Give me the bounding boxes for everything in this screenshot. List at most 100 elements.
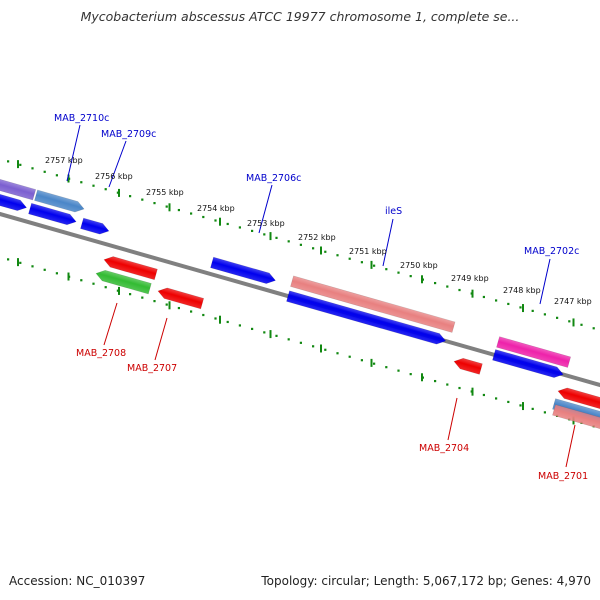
gene-label-reverse[interactable]: MAB_2701 [538, 471, 588, 482]
gene-label-forward[interactable]: MAB_2702c [524, 246, 579, 257]
upper-track-dot [202, 215, 205, 219]
gene-leader-line [447, 397, 458, 441]
lower-track-dot [458, 386, 461, 390]
lower-track-dot [177, 306, 180, 310]
cds-arrow[interactable] [556, 386, 600, 411]
upper-track-dot [104, 188, 107, 191]
lower-track-dot [31, 265, 34, 268]
upper-track-dot [141, 198, 144, 201]
upper-track-dot [312, 247, 315, 250]
gene-label-reverse[interactable]: MAB_2707 [127, 363, 177, 374]
lower-track-dot [543, 411, 546, 414]
gene-leader-line [258, 184, 273, 234]
gene-label-reverse[interactable]: MAB_2704 [419, 443, 469, 454]
upper-track-dot [592, 327, 595, 330]
lower-track-dot [251, 327, 254, 331]
lower-track-dot [348, 355, 351, 358]
cds-arrow[interactable] [452, 356, 483, 375]
kbp-label: 2755 kbp [146, 188, 184, 197]
lower-track-dot [153, 300, 156, 303]
cds-arrow[interactable] [28, 202, 77, 227]
lower-track-dot [507, 400, 510, 404]
cds-arrow[interactable] [102, 254, 158, 281]
upper-track-dot [226, 222, 229, 226]
kbp-label: 2756 kbp [95, 172, 133, 181]
lower-track-dot [482, 393, 485, 397]
upper-track-dot [153, 202, 156, 205]
kbp-label: 2747 kbp [554, 297, 592, 306]
cds-arrow[interactable] [496, 336, 572, 368]
upper-track-dot [116, 191, 119, 194]
gene-label-forward[interactable]: MAB_2710c [54, 113, 109, 124]
cds-arrow[interactable] [0, 191, 28, 213]
lower-track-dot [141, 296, 144, 299]
label-leaders [66, 124, 576, 468]
cds-arrow[interactable] [80, 217, 110, 236]
gene-label-forward[interactable]: ileS [385, 206, 402, 217]
lower-track-dot [116, 289, 119, 292]
gene-label-forward[interactable]: MAB_2706c [246, 173, 301, 184]
tick-track [7, 160, 595, 428]
cds-arrow[interactable] [492, 349, 564, 380]
lower-track-dot [336, 352, 339, 355]
cds-arrow[interactable] [290, 275, 456, 333]
map-title: Mycobacterium abscessus ATCC 19977 chrom… [80, 9, 520, 24]
upper-track-dot [299, 243, 302, 246]
lower-track-dot [238, 324, 241, 327]
lower-track-dot [434, 379, 437, 383]
accession-text: Accession: NC_010397 [9, 574, 146, 588]
cds-arrow[interactable] [0, 176, 37, 201]
lower-track-dot [287, 338, 290, 341]
gene-leader-line [108, 140, 127, 188]
gene-leader-line [565, 424, 576, 468]
cds-arrow[interactable] [34, 189, 85, 214]
gene-leader-line [66, 124, 81, 182]
lower-track-dot [202, 313, 205, 317]
lower-track-dot [275, 334, 278, 337]
cds-arrow[interactable] [552, 404, 600, 431]
kbp-label: 2752 kbp [298, 233, 336, 242]
upper-track-dot [251, 229, 254, 233]
upper-track-dot [80, 181, 83, 184]
upper-track-dot [177, 208, 180, 212]
lower-track-dot [373, 362, 376, 365]
upper-track-dot [336, 254, 339, 257]
upper-track-dot [348, 257, 351, 260]
upper-track-dot [373, 264, 376, 267]
lower-track-dot [92, 282, 95, 285]
upper-track-dot [434, 281, 437, 285]
upper-track-dot [409, 275, 412, 278]
cds-features [0, 176, 600, 431]
upper-track-dot [165, 205, 168, 208]
upper-track-dot [275, 236, 278, 239]
upper-track-dot [507, 302, 510, 306]
cds-arrow[interactable] [94, 268, 152, 295]
upper-track-dot [385, 268, 388, 271]
cds-arrow[interactable] [210, 256, 276, 286]
lower-track-dot [19, 261, 22, 264]
lower-track-dot [446, 383, 449, 386]
cds-arrow[interactable] [286, 290, 447, 347]
gene-leader-line [382, 218, 394, 267]
gene-label-reverse[interactable]: MAB_2708 [76, 348, 126, 359]
lower-track-dot [165, 303, 168, 306]
lower-track-dot [80, 279, 83, 282]
gene-leader-line [154, 317, 168, 361]
upper-track-dot [568, 320, 571, 323]
cds-arrow[interactable] [156, 286, 205, 310]
upper-track-dot [238, 226, 241, 229]
lower-track-dot [531, 407, 534, 410]
lower-track-dot [104, 286, 107, 289]
gene-label-forward[interactable]: MAB_2709c [101, 129, 156, 140]
upper-track-dot [31, 167, 34, 170]
lower-track-dot [214, 317, 217, 320]
lower-track-dot [385, 366, 388, 369]
kbp-label: 2751 kbp [349, 247, 387, 256]
lower-track-dot [324, 348, 327, 351]
lower-track-dot [519, 404, 522, 407]
lower-track-dot [299, 341, 302, 344]
upper-track-dot [129, 195, 132, 198]
upper-track-dot [92, 184, 95, 187]
